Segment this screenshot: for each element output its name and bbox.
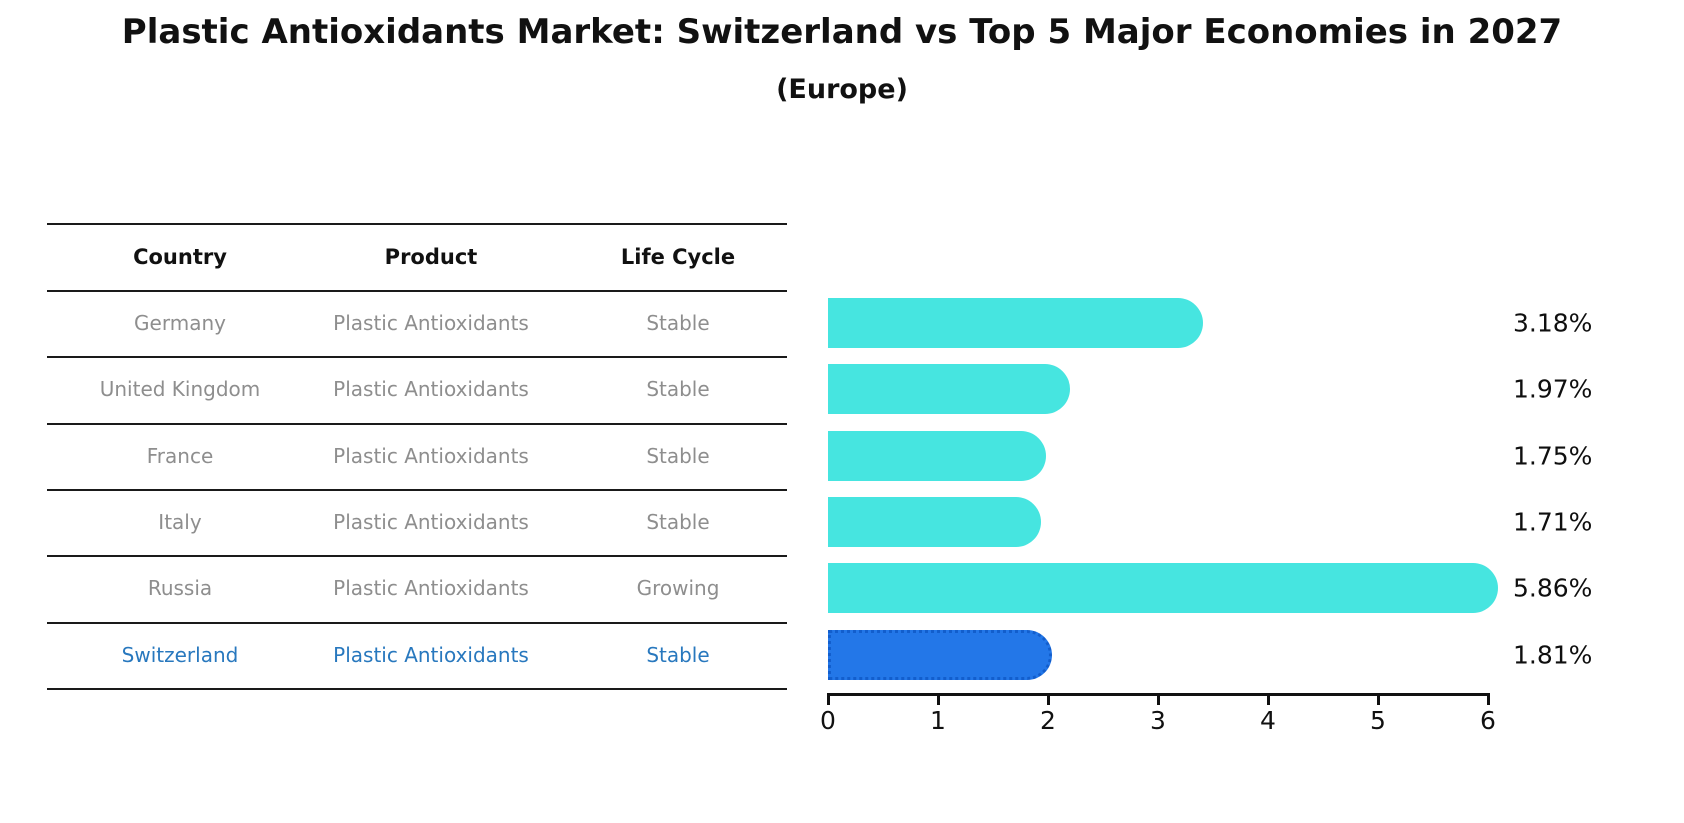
bar-highlight [828, 629, 1053, 680]
bar [828, 563, 1498, 614]
x-axis-tick [1157, 696, 1160, 705]
x-axis-tick [937, 696, 940, 705]
table-header-cell: Product [384, 244, 478, 269]
table-rule [47, 223, 787, 225]
table-cell-life_cycle: Stable [646, 311, 710, 336]
chart-title: Plastic Antioxidants Market: Switzerland… [121, 12, 1563, 52]
table-cell-product: Plastic Antioxidants [333, 576, 529, 601]
table-cell-product: Plastic Antioxidants [333, 510, 529, 535]
table-cell-life_cycle: Stable [646, 642, 710, 667]
table-cell-country: Switzerland [121, 642, 239, 667]
table-rule [47, 356, 787, 359]
table-rule [47, 422, 787, 425]
x-axis-tick-label: 3 [1150, 706, 1166, 735]
table-cell-life_cycle: Growing [636, 576, 720, 601]
value-label: 1.97% [1513, 374, 1593, 404]
table-rule [47, 290, 787, 292]
x-axis-tick-label: 0 [820, 706, 836, 735]
x-axis-tick [1377, 696, 1380, 705]
bar [828, 430, 1046, 481]
table-cell-country: France [146, 443, 214, 468]
x-axis-tick [827, 696, 830, 705]
table-cell-life_cycle: Stable [646, 377, 710, 402]
x-axis-tick [1487, 696, 1490, 705]
value-label: 5.86% [1513, 573, 1593, 603]
table-cell-product: Plastic Antioxidants [333, 311, 529, 336]
x-axis-line [827, 693, 1490, 696]
chart-subtitle: (Europe) [776, 74, 908, 105]
x-axis-tick [1267, 696, 1270, 705]
value-label: 1.71% [1513, 507, 1593, 537]
table-rule [47, 555, 787, 558]
table-cell-life_cycle: Stable [646, 510, 710, 535]
bar [828, 364, 1070, 415]
table-cell-product: Plastic Antioxidants [333, 642, 529, 667]
bar [828, 497, 1042, 548]
x-axis-tick-label: 1 [930, 706, 946, 735]
table-cell-country: Germany [134, 311, 226, 336]
table-cell-country: Italy [158, 510, 202, 535]
x-axis-tick-label: 5 [1370, 706, 1386, 735]
value-label: 3.18% [1513, 308, 1593, 338]
x-axis-tick-label: 2 [1040, 706, 1056, 735]
bar [828, 298, 1203, 349]
table-rule [47, 687, 787, 690]
table-cell-country: United Kingdom [99, 377, 261, 402]
x-axis-tick-label: 6 [1480, 706, 1496, 735]
value-label: 1.81% [1513, 640, 1593, 670]
table-header-cell: Country [133, 244, 227, 269]
x-axis-tick-label: 4 [1260, 706, 1276, 735]
table-cell-life_cycle: Stable [646, 443, 710, 468]
table-cell-product: Plastic Antioxidants [333, 443, 529, 468]
x-axis-tick [1047, 696, 1050, 705]
table-cell-product: Plastic Antioxidants [333, 377, 529, 402]
table-cell-country: Russia [147, 576, 213, 601]
table-rule [47, 621, 787, 624]
table-rule [47, 488, 787, 491]
table-header-cell: Life Cycle [620, 244, 736, 269]
value-label: 1.75% [1513, 441, 1593, 471]
